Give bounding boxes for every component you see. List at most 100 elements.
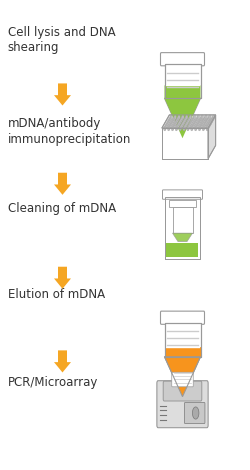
Circle shape (168, 125, 171, 129)
Circle shape (210, 120, 212, 125)
Circle shape (186, 121, 188, 126)
Circle shape (205, 115, 207, 119)
Text: PCR/Microarray: PCR/Microarray (8, 376, 98, 389)
Bar (166, 243, 198, 257)
Circle shape (166, 121, 169, 126)
Circle shape (199, 125, 202, 129)
Circle shape (198, 126, 201, 131)
Circle shape (178, 115, 180, 119)
Circle shape (195, 118, 198, 123)
FancyBboxPatch shape (162, 190, 202, 199)
Bar (165, 197, 200, 259)
Circle shape (195, 125, 198, 129)
Polygon shape (54, 173, 71, 195)
FancyBboxPatch shape (172, 372, 193, 387)
Circle shape (164, 125, 167, 129)
Circle shape (203, 118, 205, 123)
Circle shape (190, 126, 193, 131)
Polygon shape (54, 267, 71, 289)
Circle shape (167, 120, 170, 125)
Circle shape (208, 123, 210, 128)
Circle shape (177, 123, 180, 128)
Polygon shape (164, 357, 200, 397)
Circle shape (168, 126, 170, 131)
Bar (164, 346, 200, 357)
FancyBboxPatch shape (184, 402, 205, 423)
Circle shape (188, 125, 190, 129)
Polygon shape (172, 233, 193, 242)
Circle shape (183, 126, 185, 131)
Circle shape (185, 123, 187, 128)
Polygon shape (164, 98, 200, 138)
FancyBboxPatch shape (163, 381, 202, 401)
Circle shape (177, 117, 179, 121)
Circle shape (183, 120, 185, 125)
Circle shape (193, 121, 196, 126)
Circle shape (180, 125, 182, 129)
Circle shape (184, 125, 186, 129)
Circle shape (192, 118, 194, 123)
Circle shape (202, 126, 204, 131)
Circle shape (171, 126, 174, 131)
Circle shape (211, 118, 213, 123)
Circle shape (200, 123, 202, 128)
Circle shape (178, 121, 180, 126)
FancyBboxPatch shape (160, 53, 204, 66)
Circle shape (168, 118, 171, 123)
Text: Cleaning of mDNA: Cleaning of mDNA (8, 202, 116, 215)
Circle shape (194, 126, 197, 131)
Polygon shape (164, 86, 200, 138)
Circle shape (184, 118, 186, 123)
Circle shape (200, 117, 202, 121)
Circle shape (198, 120, 200, 125)
Circle shape (179, 120, 181, 125)
Circle shape (172, 125, 174, 129)
Polygon shape (208, 115, 216, 159)
Circle shape (175, 126, 178, 131)
Circle shape (171, 120, 173, 125)
Circle shape (206, 126, 208, 131)
Circle shape (201, 115, 203, 119)
Circle shape (175, 120, 178, 125)
Circle shape (181, 123, 183, 128)
Circle shape (192, 117, 195, 121)
FancyBboxPatch shape (160, 311, 204, 324)
Circle shape (190, 120, 193, 125)
Circle shape (180, 118, 182, 123)
Circle shape (212, 117, 214, 121)
Polygon shape (162, 115, 216, 128)
Circle shape (188, 123, 191, 128)
Circle shape (182, 115, 184, 119)
Circle shape (179, 126, 182, 131)
Circle shape (192, 123, 195, 128)
Circle shape (188, 118, 190, 123)
Circle shape (169, 117, 172, 121)
Circle shape (196, 123, 199, 128)
Bar (164, 323, 200, 357)
Circle shape (204, 117, 206, 121)
Text: mDNA/antibody
immunoprecipitation: mDNA/antibody immunoprecipitation (8, 118, 131, 146)
Circle shape (166, 123, 168, 128)
Circle shape (182, 121, 184, 126)
Circle shape (192, 125, 194, 129)
Circle shape (207, 118, 209, 123)
Circle shape (186, 120, 189, 125)
Circle shape (164, 126, 166, 131)
Text: Cell lysis and DNA
shearing: Cell lysis and DNA shearing (8, 26, 115, 54)
Circle shape (201, 121, 203, 126)
Circle shape (209, 115, 211, 119)
Circle shape (208, 117, 210, 121)
Circle shape (186, 115, 188, 119)
Bar (169, 200, 196, 207)
Circle shape (209, 121, 211, 126)
Circle shape (187, 126, 189, 131)
Bar (165, 197, 200, 259)
Polygon shape (164, 98, 200, 138)
Circle shape (169, 123, 172, 128)
Circle shape (174, 121, 176, 126)
Circle shape (199, 118, 202, 123)
Circle shape (206, 120, 208, 125)
Circle shape (204, 123, 206, 128)
Circle shape (184, 117, 187, 121)
Circle shape (174, 115, 176, 119)
